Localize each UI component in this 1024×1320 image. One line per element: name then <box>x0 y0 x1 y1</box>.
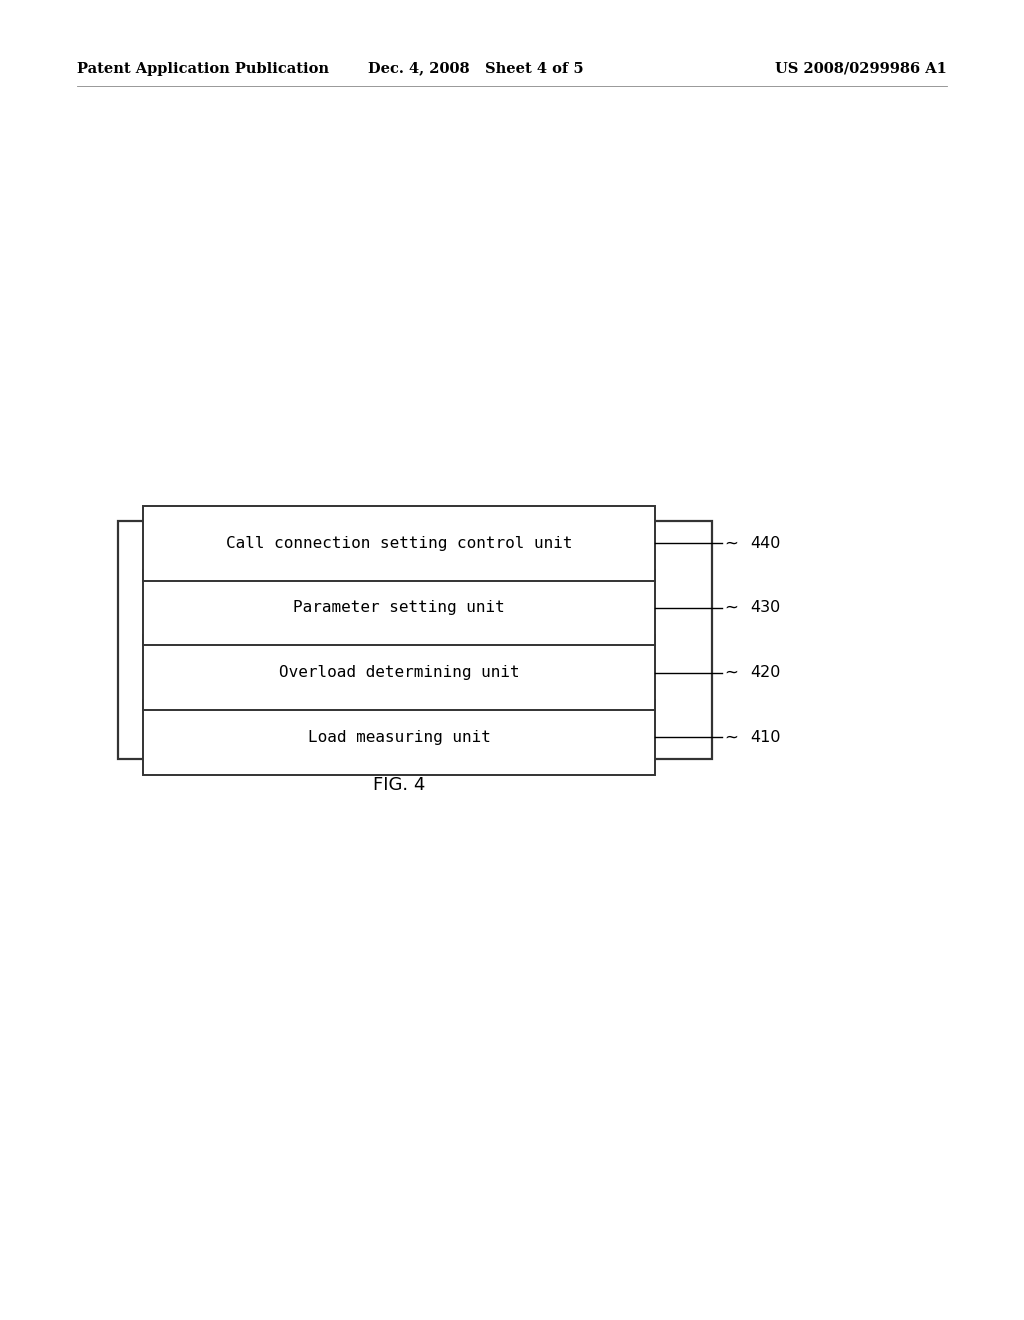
Text: Overload determining unit: Overload determining unit <box>280 665 519 680</box>
Bar <box>143 700 655 775</box>
Text: 410: 410 <box>751 730 781 744</box>
Bar <box>143 570 655 645</box>
Text: 430: 430 <box>751 601 781 615</box>
Text: Parameter setting unit: Parameter setting unit <box>294 601 505 615</box>
Text: ~: ~ <box>724 599 738 616</box>
Text: ~: ~ <box>724 535 738 552</box>
Bar <box>143 506 655 581</box>
Text: Load measuring unit: Load measuring unit <box>308 730 490 744</box>
Bar <box>143 635 655 710</box>
Text: Patent Application Publication: Patent Application Publication <box>77 62 329 75</box>
Text: 440: 440 <box>751 536 781 550</box>
Text: 420: 420 <box>751 665 781 680</box>
Bar <box>118 521 712 759</box>
Text: ~: ~ <box>724 664 738 681</box>
Text: Call connection setting control unit: Call connection setting control unit <box>226 536 572 550</box>
Text: Dec. 4, 2008   Sheet 4 of 5: Dec. 4, 2008 Sheet 4 of 5 <box>369 62 584 75</box>
Text: US 2008/0299986 A1: US 2008/0299986 A1 <box>775 62 947 75</box>
Text: FIG. 4: FIG. 4 <box>373 776 426 795</box>
Text: ~: ~ <box>724 729 738 746</box>
